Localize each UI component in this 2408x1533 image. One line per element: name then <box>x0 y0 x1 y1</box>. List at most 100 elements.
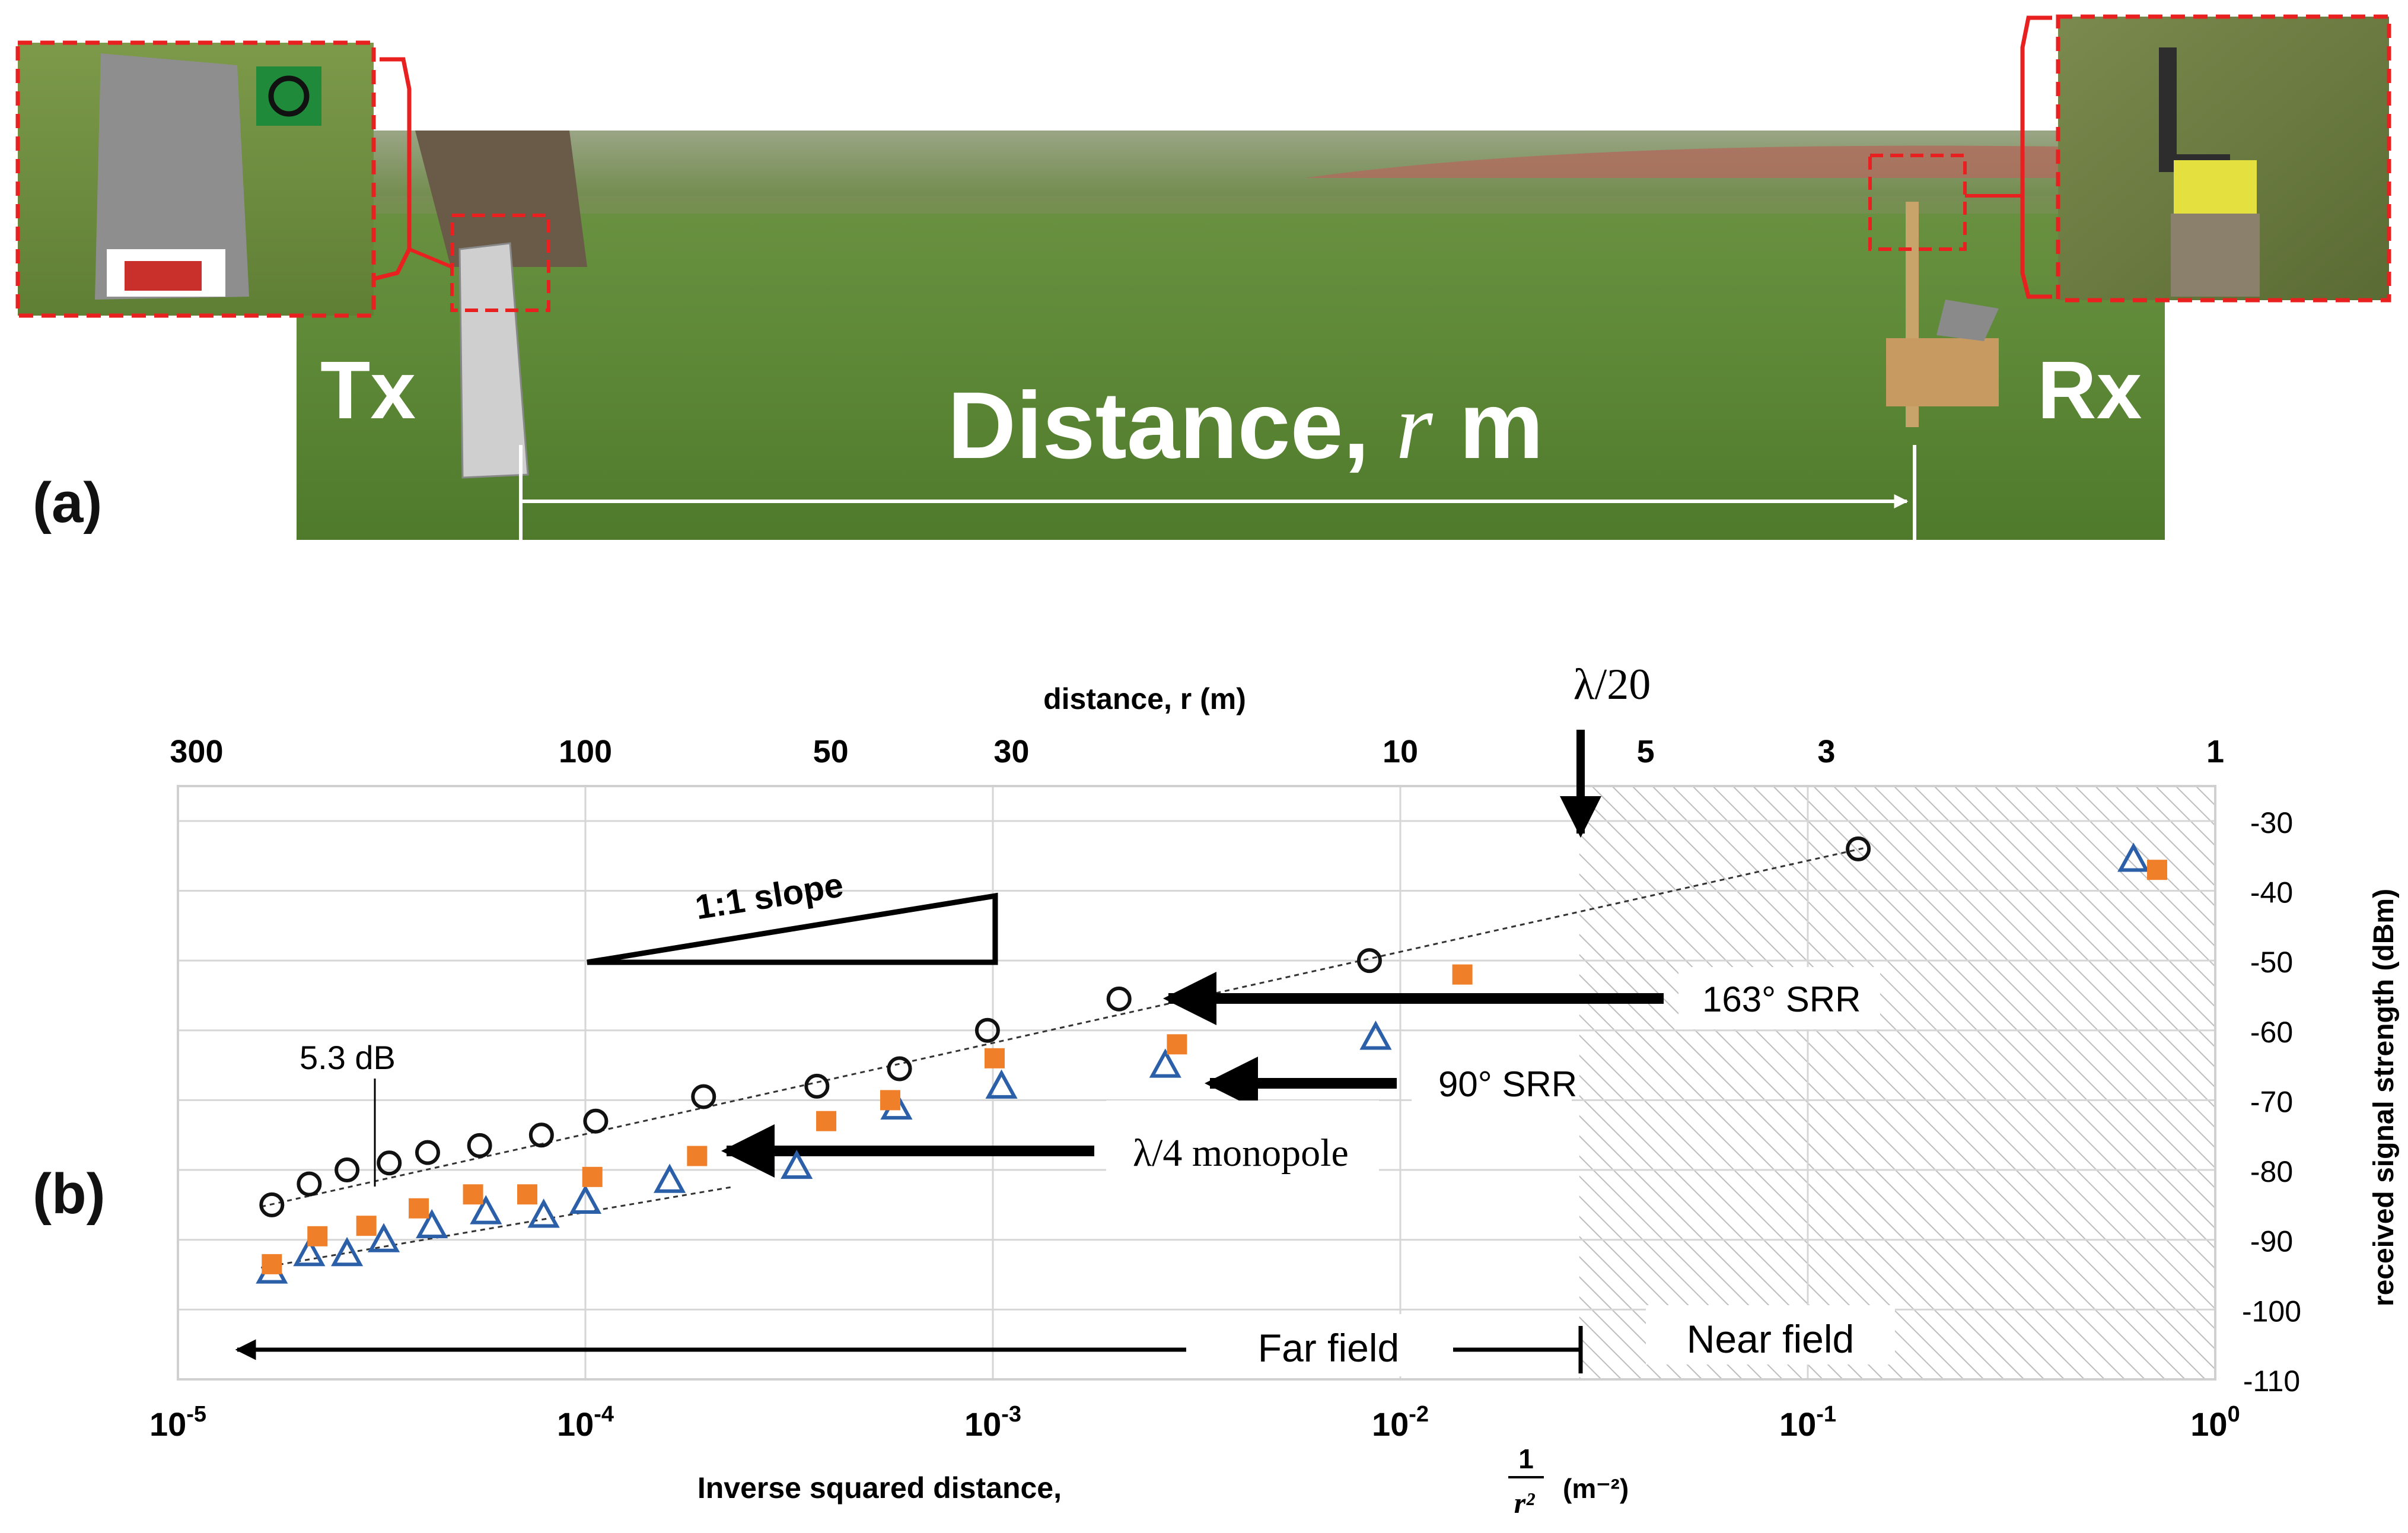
lambda-marker-label: λ/20 <box>1574 660 1651 709</box>
marker-triangle <box>416 1208 448 1239</box>
panel-a-label: (a) <box>33 471 102 535</box>
marker-circle <box>887 1056 912 1082</box>
callout-monopole: λ/4 monopole <box>1133 1131 1349 1175</box>
distance-label: Distance, r m <box>948 372 1544 479</box>
y-tick-label: -100 <box>2242 1295 2301 1328</box>
callout-bg-monopole <box>1106 1101 1379 1204</box>
y-tick-label: -110 <box>2243 1365 2300 1398</box>
marker-square <box>356 1216 377 1236</box>
x-tick-label: 10-2 <box>1372 1402 1429 1443</box>
x-tick-label: 10-5 <box>149 1402 206 1443</box>
x-axis-fraction: 1 r² <box>1508 1443 1544 1519</box>
rx-bracket <box>2020 15 2052 299</box>
marker-triangle <box>1149 1048 1181 1078</box>
db-annotation-bg <box>279 1032 451 1086</box>
marker-square <box>517 1184 537 1205</box>
marker-triangle <box>1359 1020 1392 1050</box>
marker-triangle <box>654 1163 686 1193</box>
marker-square <box>262 1254 282 1274</box>
x-axis-label: Inverse squared distance, <box>697 1471 1062 1505</box>
marker-circle <box>583 1108 609 1134</box>
marker-square <box>409 1198 429 1219</box>
marker-square <box>1452 964 1473 985</box>
y-axis-label: received signal strength (dBm) <box>2368 889 2400 1306</box>
marker-triangle <box>781 1149 813 1179</box>
slope-label: 1:1 slope <box>693 866 846 927</box>
near-field-region <box>1579 786 2215 1379</box>
plot-frame <box>177 785 2216 1381</box>
x-tick-label: 10-4 <box>557 1402 614 1443</box>
rx-label: Rx <box>2037 345 2142 436</box>
y-tick-label: -90 <box>2250 1225 2293 1258</box>
top-tick-label: 100 <box>559 734 612 769</box>
tx-bracket <box>373 57 412 281</box>
slope-triangle <box>587 892 998 965</box>
y-tick-label: -50 <box>2250 946 2293 979</box>
tx-label: Tx <box>320 345 416 436</box>
top-tick-label: 10 <box>1383 734 1418 769</box>
x-axis-unit: (m⁻²) <box>1563 1473 1629 1504</box>
marker-triangle <box>470 1195 502 1225</box>
marker-circle <box>377 1150 402 1176</box>
svg-text:r²: r² <box>1514 1486 1535 1519</box>
top-tick-label: 3 <box>1817 734 1835 769</box>
fit-line-monopole <box>260 1186 733 1269</box>
marker-square <box>582 1166 603 1187</box>
near-field-bg <box>1646 1305 1895 1365</box>
callout-bg-163 <box>1678 967 1880 1029</box>
chart-grid <box>177 786 2216 1381</box>
marker-circle <box>804 1073 830 1099</box>
y-tick-label: -40 <box>2250 876 2293 909</box>
marker-circle <box>415 1140 440 1165</box>
marker-triangle <box>527 1198 560 1228</box>
marker-circle <box>1106 986 1132 1012</box>
marker-square <box>2146 860 2167 880</box>
marker-circle <box>467 1133 492 1158</box>
y-tick-label: -60 <box>2250 1016 2293 1049</box>
marker-square <box>463 1184 483 1205</box>
marker-triangle <box>2117 842 2150 872</box>
marker-circle <box>528 1122 554 1148</box>
marker-triangle <box>985 1069 1018 1099</box>
marker-circle <box>691 1084 716 1109</box>
top-axis-label: distance, r (m) <box>1043 682 1246 715</box>
far-field-bg <box>1201 1314 1456 1376</box>
rx-target-box <box>1868 154 1967 251</box>
top-tick-label: 1 <box>2206 734 2224 769</box>
top-tick-label: 300 <box>170 734 223 769</box>
marker-square <box>307 1226 328 1246</box>
marker-triangle <box>367 1223 400 1252</box>
laptop <box>1936 300 1999 341</box>
rx-box <box>1886 338 1999 406</box>
marker-square <box>984 1048 1005 1068</box>
data-markers <box>256 836 2167 1284</box>
fit-line-163 <box>260 846 1868 1208</box>
top-tick-label: 30 <box>993 734 1029 769</box>
db-annotation: 5.3 dB <box>300 1039 396 1076</box>
panel-b-label: (b) <box>33 1162 106 1226</box>
marker-circle <box>974 1017 1000 1043</box>
x-tick-labels: 10-5 10-4 10-3 10-2 10-1 100 <box>149 1402 2240 1443</box>
svg-text:1: 1 <box>1518 1443 1534 1474</box>
top-tick-label: 50 <box>813 734 849 769</box>
near-field-label: Near field <box>1687 1317 1854 1361</box>
x-tick-label: 100 <box>2190 1402 2240 1443</box>
marker-circle <box>297 1171 322 1197</box>
tx-device <box>458 242 529 479</box>
y-tick-label: -80 <box>2250 1155 2293 1188</box>
marker-triangle <box>293 1237 326 1267</box>
y-tick-labels: -30 -40 -50 -60 -70 -80 -90 -100 -110 <box>2242 806 2301 1398</box>
x-tick-label: 10-3 <box>964 1402 1021 1443</box>
top-tick-label: 5 <box>1637 734 1655 769</box>
marker-square <box>687 1146 708 1166</box>
x-tick-label: 10-1 <box>1779 1402 1836 1443</box>
marker-square <box>880 1090 901 1111</box>
tree-trunk <box>415 131 587 267</box>
top-tick-labels: 300 100 50 30 10 5 3 1 <box>170 734 2224 769</box>
marker-square <box>1167 1034 1187 1055</box>
marker-circle <box>259 1192 285 1217</box>
field-photo <box>297 131 2165 540</box>
panel-a: Tx Rx Distance, r m (a) <box>15 14 2391 540</box>
marker-circle <box>1356 948 1382 974</box>
tx-inset <box>15 40 376 318</box>
